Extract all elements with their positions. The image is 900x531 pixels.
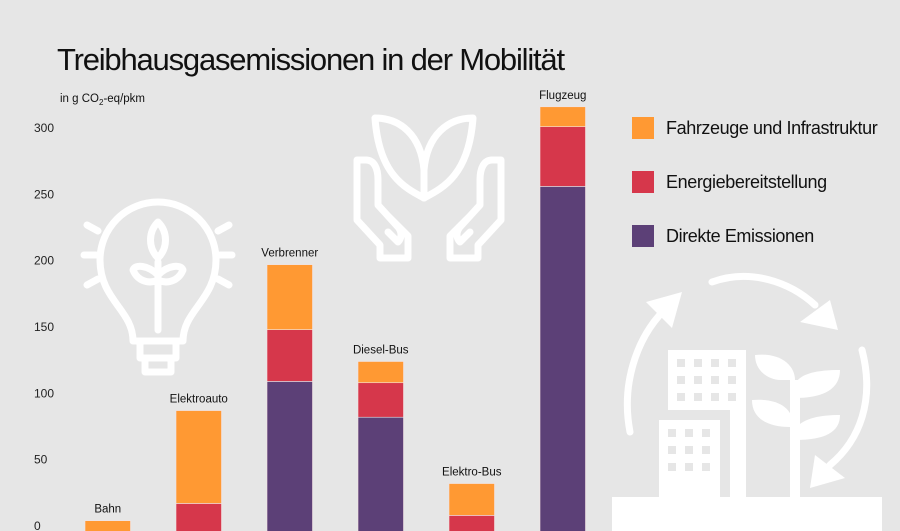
lightbulb-plant-icon xyxy=(80,198,236,376)
category-label: Elektro-Bus xyxy=(442,467,502,479)
bar-segment xyxy=(266,264,313,330)
bar-segment xyxy=(448,515,495,531)
category-labels: Bahn Elektroauto Verbrenner Diesel-Bus Elekt… xyxy=(94,90,586,516)
y-tick-label: 200 xyxy=(34,254,54,268)
bar-segment xyxy=(175,503,222,531)
bar-segment xyxy=(175,410,222,504)
bar-segment xyxy=(539,126,586,187)
chart-title: Treibhausgasemissionen in der Mobilität xyxy=(57,42,565,77)
bar-segment xyxy=(448,483,495,516)
legend-label: Energiebereitstellung xyxy=(666,172,827,192)
category-label: Bahn xyxy=(94,504,121,516)
bar-segment xyxy=(266,329,313,382)
y-tick-label: 150 xyxy=(34,320,54,334)
y-tick-label: 0 xyxy=(34,519,41,531)
bar-segment xyxy=(357,361,404,384)
city-cycle-icon xyxy=(612,272,882,531)
y-tick-label: 50 xyxy=(34,453,48,467)
category-label: Flugzeug xyxy=(539,90,586,102)
bar-segment xyxy=(539,186,586,531)
hands-plant-icon xyxy=(353,114,505,262)
bar-segment xyxy=(84,520,131,531)
y-axis-ticks: 0 50 100 150 200 250 300 xyxy=(34,121,54,531)
category-label: Elektroauto xyxy=(170,394,228,406)
legend-swatch xyxy=(632,225,654,247)
legend-label: Direkte Emissionen xyxy=(666,226,814,246)
bar-segment xyxy=(357,382,404,418)
y-axis-label: in g CO2-eq/pkm xyxy=(60,93,145,107)
legend: Fahrzeuge und Infrastruktur Energiebereit… xyxy=(632,117,878,247)
legend-label: Fahrzeuge und Infrastruktur xyxy=(666,118,878,138)
category-label: Diesel-Bus xyxy=(353,344,409,356)
y-tick-label: 100 xyxy=(34,386,54,400)
bar-segment xyxy=(357,416,404,531)
bars xyxy=(84,106,586,531)
bar-segment xyxy=(266,381,313,531)
category-label: Verbrenner xyxy=(261,248,318,260)
legend-swatch xyxy=(632,117,654,139)
y-tick-label: 250 xyxy=(34,187,54,201)
bar-segment xyxy=(539,106,586,127)
legend-swatch xyxy=(632,171,654,193)
y-tick-label: 300 xyxy=(34,121,54,135)
